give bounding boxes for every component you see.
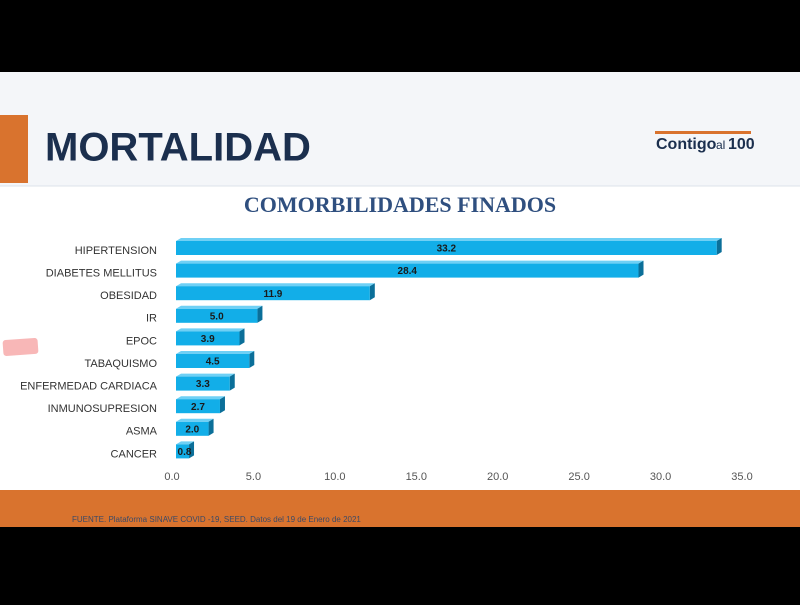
bar	[176, 286, 370, 301]
bar	[176, 421, 209, 436]
bar	[176, 399, 220, 414]
bar-side	[249, 351, 255, 368]
bar-side	[189, 441, 195, 459]
y-tick-label: OBESIDAD	[100, 290, 157, 302]
bar-side	[369, 283, 375, 301]
value-label: 3.3	[196, 379, 210, 390]
x-tick-label: 5.0	[246, 471, 261, 483]
bar	[176, 263, 639, 278]
bar-side	[219, 396, 225, 414]
x-tick-label: 30.0	[650, 471, 671, 483]
bar	[176, 308, 258, 323]
bar-top	[176, 328, 245, 332]
logo: Contigo al 100	[655, 131, 755, 153]
bar-top	[176, 373, 235, 377]
source-note: FUENTE. Plataforma SINAVE COVID -19, SEE…	[72, 515, 361, 524]
chart-title: COMORBILIDADES FINADOS	[244, 192, 556, 217]
bar-side	[208, 418, 214, 436]
y-tick-label: TABAQUISMO	[84, 358, 157, 370]
y-tick-label: ASMA	[126, 426, 158, 438]
bar-top	[176, 396, 225, 400]
logo-stripe	[655, 131, 751, 134]
bar-side	[257, 305, 263, 323]
bar-top	[176, 441, 195, 445]
page-title: MORTALIDAD	[45, 126, 311, 170]
bar-side	[716, 238, 722, 255]
bar	[176, 241, 717, 255]
value-label: 3.9	[201, 334, 215, 345]
value-label: 2.7	[191, 402, 205, 413]
header-accent	[0, 115, 28, 183]
bar-top	[176, 260, 644, 264]
logo-text: Contigo	[656, 136, 717, 153]
y-tick-label: CANCER	[111, 448, 158, 460]
y-tick-label: EPOC	[126, 335, 157, 347]
value-label: 33.2	[437, 244, 457, 255]
bar-top	[176, 283, 375, 287]
y-tick-label: INMUNOSUPRESION	[48, 403, 157, 415]
y-tick-label: DIABETES MELLITUS	[46, 268, 157, 280]
x-tick-label: 15.0	[406, 471, 427, 483]
value-label: 4.5	[206, 357, 220, 368]
value-label: 28.4	[398, 266, 418, 277]
y-tick-label: IR	[146, 313, 157, 325]
value-label: 2.0	[185, 424, 199, 435]
bar-side	[638, 260, 644, 278]
bar-side	[239, 328, 245, 346]
bar-top	[176, 238, 722, 241]
bar	[176, 444, 190, 459]
bar	[176, 376, 230, 391]
bar-top	[176, 351, 255, 354]
bar	[176, 331, 240, 346]
x-tick-label: 20.0	[487, 471, 508, 483]
x-tick-label: 35.0	[731, 471, 752, 483]
footer-band	[0, 490, 800, 527]
value-label: 11.9	[263, 289, 282, 300]
logo-number: 100	[728, 136, 755, 153]
logo-sub: al	[716, 138, 725, 152]
value-label: 0.8	[178, 447, 192, 458]
x-tick-label: 0.0	[164, 471, 179, 483]
value-label: 5.0	[210, 311, 224, 322]
chart-bg	[0, 186, 800, 490]
highlight-mark	[2, 337, 39, 356]
bar-top	[176, 418, 214, 422]
y-tick-label: ENFERMEDAD CARDIACA	[20, 381, 158, 393]
y-tick-label: HIPERTENSION	[75, 245, 157, 257]
x-tick-label: 10.0	[324, 471, 345, 483]
bar	[176, 354, 250, 368]
bar-top	[176, 305, 263, 309]
x-tick-label: 25.0	[568, 471, 589, 483]
bar-side	[229, 373, 235, 391]
